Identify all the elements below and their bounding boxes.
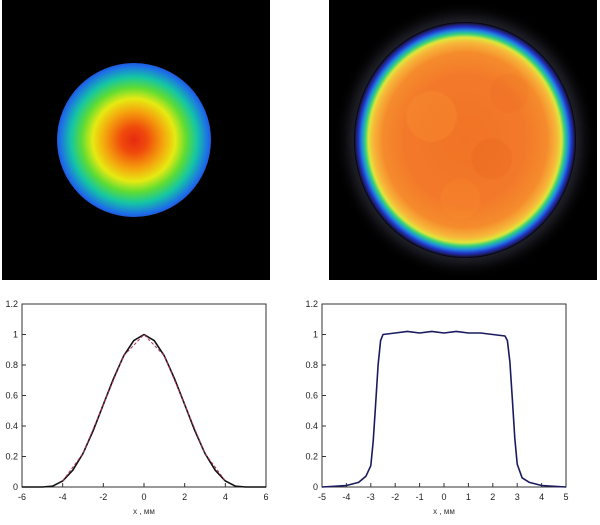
x-tick-label: 0 <box>141 492 146 502</box>
x-tick-label: -3 <box>367 492 375 502</box>
y-tick-label: 1.2 <box>305 299 318 309</box>
x-tick-label: -5 <box>318 492 326 502</box>
x-tick-label: -1 <box>416 492 424 502</box>
y-tick-label: 0.4 <box>305 421 318 431</box>
series-line-1 <box>62 334 226 482</box>
y-tick-label: 0.8 <box>5 360 18 370</box>
x-tick-label: -6 <box>18 492 26 502</box>
y-tick-label: 1.2 <box>5 299 18 309</box>
x-tick-label: -2 <box>99 492 107 502</box>
y-tick-label: 0 <box>313 482 318 492</box>
gaussian-beam-image <box>2 0 270 280</box>
x-tick-label: 0 <box>441 492 446 502</box>
x-tick-label: 3 <box>515 492 520 502</box>
x-tick-label: 4 <box>223 492 228 502</box>
plot-frame <box>321 303 567 488</box>
x-tick-label: 4 <box>539 492 544 502</box>
plot-frame <box>21 303 267 488</box>
x-tick-label: 2 <box>490 492 495 502</box>
x-tick-label: -2 <box>391 492 399 502</box>
flat-top-beam-image <box>329 0 597 280</box>
gaussian-beam-spot <box>57 63 211 217</box>
gaussian-profile-chart: 0 0.2 0.4 0.6 0.8 1 1.2 -6 -4 -2 0 2 4 6 x , мм <box>5 299 268 516</box>
y-tick-label: 0.6 <box>305 391 318 401</box>
y-tick-label: 0.6 <box>5 391 18 401</box>
flat-top-beam-spot <box>354 22 576 258</box>
series-line-0 <box>22 333 266 488</box>
series-line-0 <box>321 330 567 488</box>
flat-top-profile-chart: 0 0.2 0.4 0.6 0.8 1 1.2 -5 -4 -3 -2 -1 0 1 2 3 4 5 x , мм <box>305 299 568 516</box>
x-tick-label: 5 <box>563 492 568 502</box>
y-tick-label: 1 <box>313 330 318 340</box>
y-tick-label: 0.8 <box>305 360 318 370</box>
y-tick-label: 1 <box>13 330 18 340</box>
x-tick-label: -4 <box>59 492 67 502</box>
y-tick-label: 0.2 <box>5 452 18 462</box>
x-tick-label: 1 <box>466 492 471 502</box>
x-tick-label: -4 <box>342 492 350 502</box>
y-tick-label: 0.2 <box>305 452 318 462</box>
x-tick-label: 2 <box>182 492 187 502</box>
y-tick-label: 0.4 <box>5 421 18 431</box>
x-axis-label: x , мм <box>133 507 155 516</box>
x-tick-label: 6 <box>263 492 268 502</box>
x-axis-label: x , мм <box>433 507 455 516</box>
y-tick-label: 0 <box>13 482 18 492</box>
